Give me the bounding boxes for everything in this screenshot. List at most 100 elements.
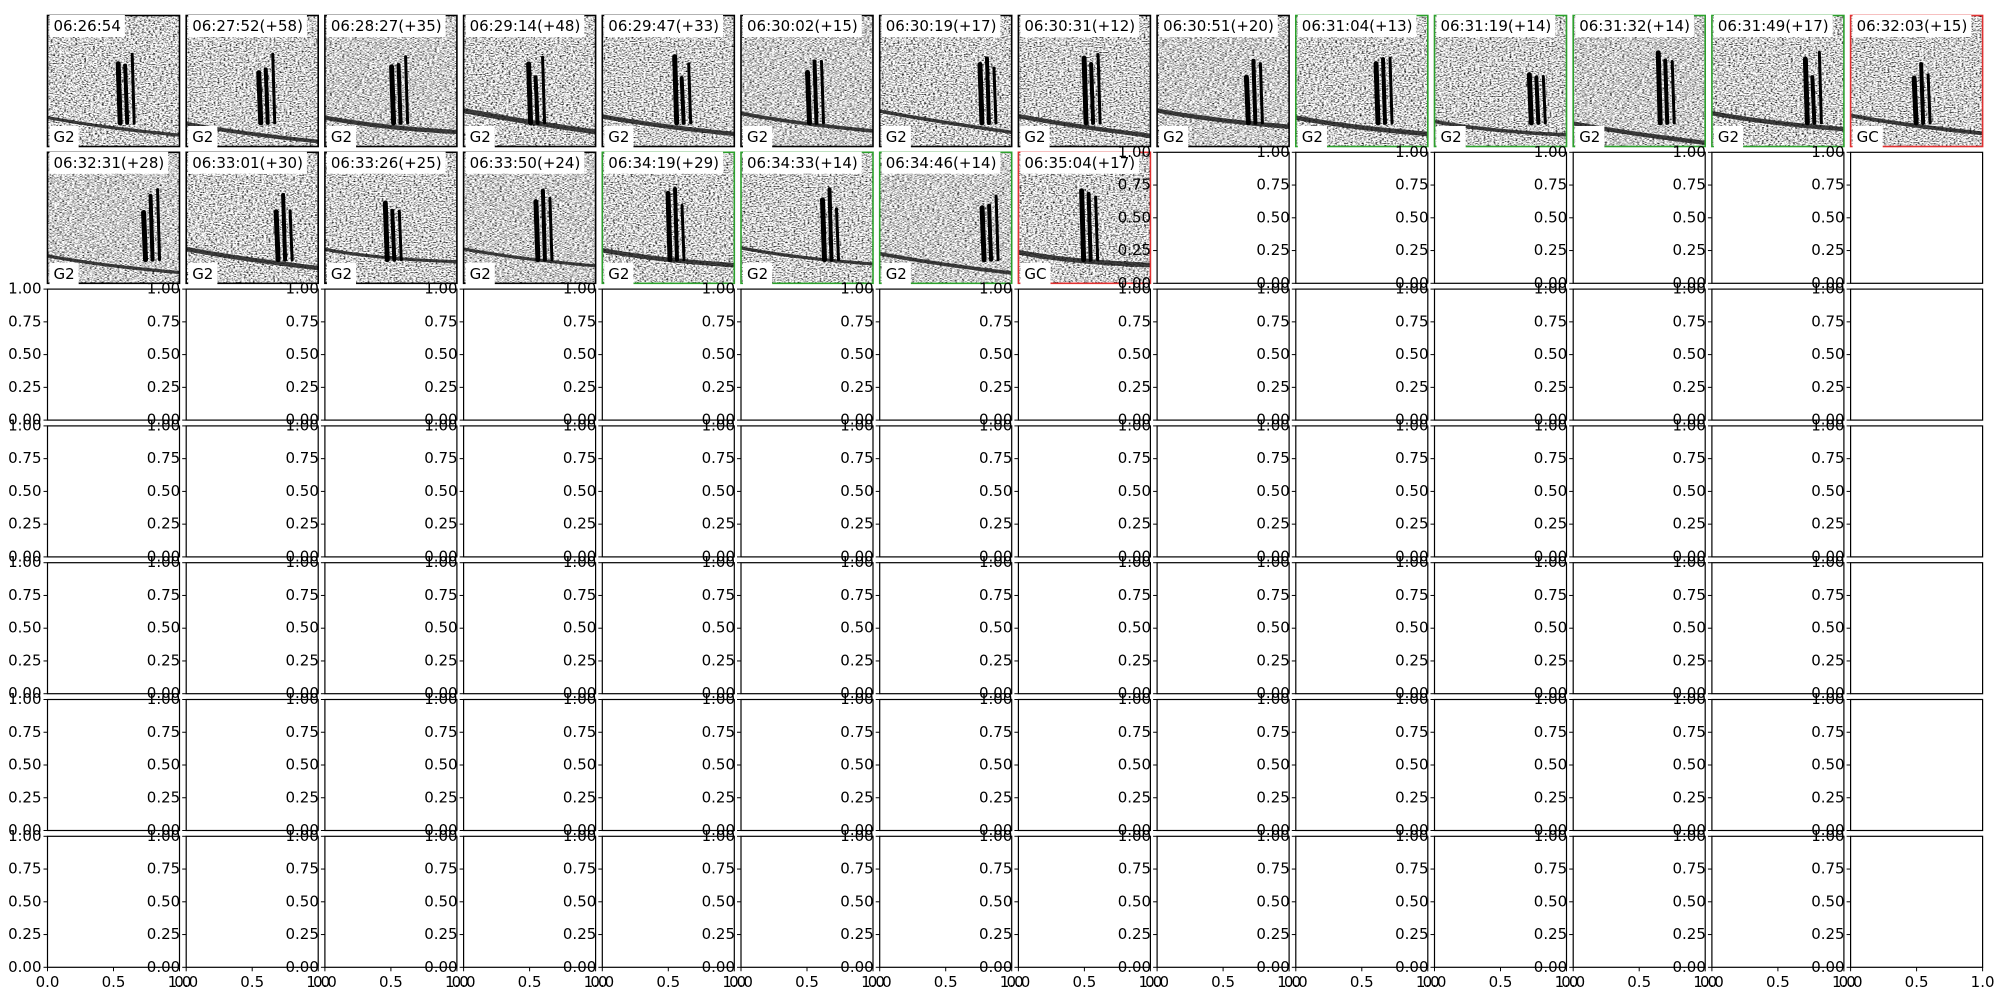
y-tick-label: 0.00 [1256, 411, 1289, 429]
call-burst [1670, 60, 1676, 125]
y-tick-label: 0.75 [1672, 449, 1705, 467]
y-tick-label: 0.75 [285, 449, 318, 467]
y-tick-label: 1.00 [1118, 143, 1151, 161]
call-burst [827, 187, 834, 262]
y-tick-label: 0.75 [979, 860, 1012, 878]
y-tick-label: 0.00 [8, 821, 41, 839]
call-burst [987, 203, 994, 262]
call-burst [834, 207, 840, 262]
y-tick-label: 1.00 [8, 280, 41, 298]
y-tick-label: 1.00 [702, 416, 735, 434]
y-tick-label: 0.75 [1256, 312, 1289, 330]
call-sweep [602, 247, 735, 268]
y-tick-label: 0.75 [1534, 449, 1567, 467]
spectrogram-image [324, 152, 457, 284]
y-tick-label: 0.25 [424, 515, 457, 533]
y-tick-label: 0.00 [702, 958, 735, 976]
panel-class: G2 [331, 265, 352, 283]
call-burst [1534, 75, 1541, 125]
x-tick-label: 1.0 [1832, 973, 1856, 991]
axes-frame [601, 288, 735, 421]
y-tick-label: 0.50 [1395, 619, 1428, 637]
y-tick-label: 1.00 [979, 416, 1012, 434]
x-tick-label: 0.5 [1905, 973, 1929, 991]
time-box [1297, 15, 1417, 37]
y-tick-label: 0.75 [563, 860, 596, 878]
y-tick-label: 0.75 [1672, 176, 1705, 194]
empty-axes: 0.00 0.25 0.50 0.75 1.00 [979, 553, 1152, 702]
y-tick-label: 0.25 [147, 378, 180, 396]
empty-axes: 0.00 0.25 0.50 0.75 1.00 [1118, 553, 1290, 702]
panel-class: G2 [192, 265, 213, 283]
y-tick-label: 0.00 [1534, 411, 1567, 429]
y-tick-label: 0.50 [424, 892, 457, 910]
y-tick-label: 0.50 [8, 892, 41, 910]
y-tick-label: 0.00 [147, 958, 180, 976]
class-box [465, 126, 495, 148]
y-tick-label: 0.25 [147, 515, 180, 533]
class-box [49, 126, 79, 148]
y-tick-label: 0.75 [285, 586, 318, 604]
call-sweep [602, 114, 735, 137]
class-box [1713, 126, 1744, 148]
call-burst [1802, 56, 1810, 126]
y-tick-label: 0.00 [147, 547, 180, 565]
axes-frame [879, 425, 1013, 558]
y-tick-label: 0.25 [424, 925, 457, 943]
axes-frame [601, 835, 735, 968]
empty-axes: 0.00 0.25 0.50 0.75 1.00 [1256, 143, 1429, 292]
y-tick-label: 1.00 [1811, 690, 1844, 708]
panel-time: 06:30:31(+12) [1024, 17, 1135, 35]
class-box [1852, 126, 1883, 148]
empty-axes: 0.00 0.25 0.50 0.75 1.00 [1256, 280, 1429, 429]
y-tick-label: 0.25 [702, 651, 735, 669]
spectrogram-image [463, 152, 596, 284]
empty-axes: 0.00 0.25 0.50 0.75 1.00 [840, 416, 1013, 565]
y-tick-label: 0.00 [979, 958, 1012, 976]
y-tick-label: 0.75 [1395, 449, 1428, 467]
call-burst [1810, 75, 1817, 125]
x-tick-label: 0.0 [1561, 973, 1585, 991]
y-tick-label: 0.75 [1256, 723, 1289, 741]
x-tick-label: 0.5 [1766, 973, 1790, 991]
x-tick-label: 1.0 [1971, 973, 1995, 991]
y-tick-label: 1.00 [424, 827, 457, 845]
empty-axes: 0.00 0.25 0.50 0.75 1.00 [1395, 416, 1568, 565]
axes-frame [1433, 835, 1568, 968]
call-burst [665, 190, 673, 263]
axes-frame [740, 698, 874, 832]
y-tick-label: 0.00 [147, 684, 180, 702]
axes-frame [1156, 151, 1290, 284]
empty-axes: 0.00 0.25 0.50 0.75 1.00 [8, 280, 181, 429]
x-tick-label: 0.0 [590, 973, 614, 991]
call-burst [673, 187, 680, 262]
y-tick-label: 0.25 [1672, 925, 1705, 943]
axes-frame [740, 562, 874, 695]
y-tick-label: 0.25 [1256, 788, 1289, 806]
empty-axes: 0.00 0.25 0.50 0.75 1.00 [424, 553, 597, 702]
x-tick-label: 1.0 [1000, 973, 1024, 991]
spectrogram-image [879, 15, 1012, 147]
y-tick-label: 0.25 [979, 651, 1012, 669]
y-tick-label: 0.50 [147, 756, 180, 774]
axes-frame [1433, 698, 1568, 832]
call-sweep [1018, 114, 1151, 138]
spectrogram-image [1018, 152, 1151, 284]
class-box [1297, 126, 1327, 148]
y-tick-label: 1.00 [1672, 827, 1705, 845]
y-tick-label: 0.50 [1118, 482, 1151, 500]
y-tick-label: 0.50 [147, 619, 180, 637]
y-tick-label: 0.50 [702, 892, 735, 910]
y-tick-label: 0.00 [424, 821, 457, 839]
empty-axes: 0.00 0.25 0.50 0.75 1.00 [979, 416, 1152, 565]
axes-frame [1572, 425, 1706, 558]
y-tick-label: 1.00 [1534, 280, 1567, 298]
y-tick-label: 0.00 [840, 411, 873, 429]
y-tick-label: 0.75 [1811, 176, 1844, 194]
empty-axes: 0.00 0.25 0.50 0.75 1.00 0.0 0.5 1.0 [840, 827, 1023, 991]
y-tick-label: 0.50 [1811, 345, 1844, 363]
y-tick-label: 0.75 [1118, 176, 1151, 194]
panel-class: GC [1024, 265, 1046, 283]
y-tick-label: 1.00 [563, 690, 596, 708]
axes-frame [324, 835, 458, 968]
